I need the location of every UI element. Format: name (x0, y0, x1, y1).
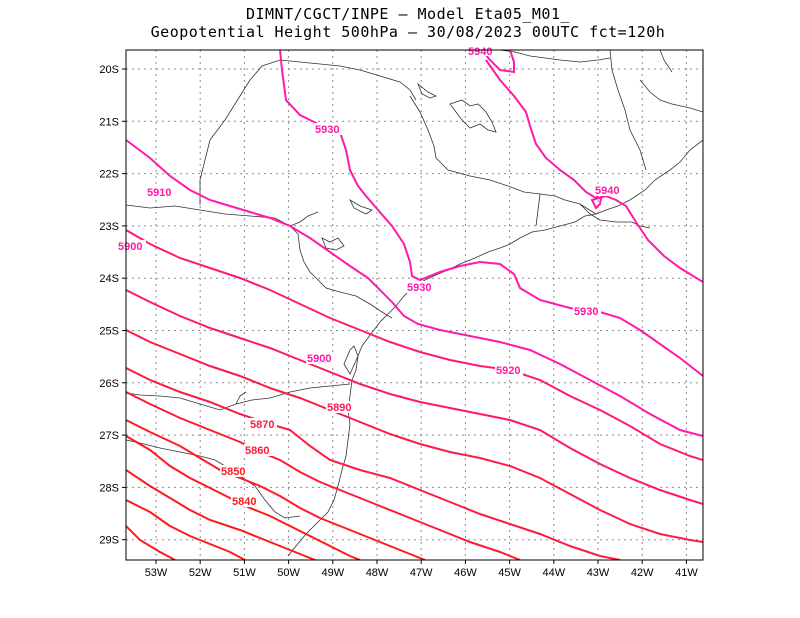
latitude-label: 25S (99, 326, 119, 338)
longitude-label: 45W (498, 567, 521, 579)
contour-label-5940-top: 5940 (468, 46, 492, 58)
longitude-labels: 53W 52W 51W 50W 49W 48W 47W 46W 45W 44W 43W 42W 41W (145, 567, 699, 579)
longitude-label: 41W (675, 567, 698, 579)
state-border-1 (126, 204, 393, 319)
latitude-label: 22S (99, 169, 119, 181)
state-border-10 (535, 193, 541, 227)
contour-5870 (126, 367, 621, 560)
latitude-label: 23S (99, 221, 119, 233)
contour-label-5930-b: 5930 (407, 282, 431, 294)
longitude-label: 42W (631, 567, 654, 579)
height-contours (126, 50, 703, 560)
contour-label-5860: 5860 (245, 445, 269, 457)
longitude-label: 44W (542, 567, 565, 579)
contour-5820 (126, 499, 246, 560)
reservoir (449, 99, 497, 133)
contour-label-5890: 5890 (327, 402, 351, 414)
map-title-line2: Geopotential Height 500hPa – 30/08/2023 … (150, 23, 666, 41)
longitude-label: 53W (145, 567, 168, 579)
state-border-12 (579, 203, 651, 229)
state-border-15 (639, 79, 703, 113)
state-border-6 (209, 59, 417, 141)
contour-label-5930-a: 5930 (315, 124, 339, 136)
contour-5910 (126, 139, 703, 437)
contour-5860 (126, 391, 521, 560)
contour-5880 (126, 329, 703, 543)
contour-5930-a (279, 50, 703, 377)
longitude-label: 49W (321, 567, 344, 579)
contour-label-5920: 5920 (496, 365, 520, 377)
contour-labels: 5940 5930 5940 5910 5900 5930 5930 5900 … (118, 44, 622, 508)
state-border-13 (499, 50, 611, 63)
longitude-label: 48W (366, 567, 389, 579)
latitude-label: 27S (99, 430, 119, 442)
contour-5890 (126, 289, 703, 505)
longitude-label: 46W (454, 567, 477, 579)
latitude-label: 24S (99, 273, 119, 285)
state-border-7 (199, 139, 211, 205)
contour-label-5850: 5850 (221, 466, 245, 478)
state-border-2 (289, 211, 319, 227)
lagoon (343, 345, 359, 375)
contour-5940-right (485, 59, 703, 283)
longitude-label: 50W (277, 567, 300, 579)
longitude-label: 43W (587, 567, 610, 579)
contour-5810 (126, 525, 176, 560)
state-border-5 (235, 391, 247, 405)
longitude-label: 51W (233, 567, 256, 579)
contour-label-5900-mid: 5900 (307, 353, 331, 365)
longitude-label: 52W (189, 567, 212, 579)
map-frame (125, 49, 704, 561)
contour-label-5900-left: 5900 (118, 241, 142, 253)
longitude-label: 47W (410, 567, 433, 579)
map-title-line1: DIMNT/CGCT/INPE – Model Eta05_M01_ (245, 5, 571, 23)
state-border-14 (659, 50, 673, 73)
state-border-9 (435, 157, 597, 215)
latitude-label: 29S (99, 535, 119, 547)
state-border-8 (409, 95, 437, 159)
latitude-labels: 20S 21S 22S 23S 24S 25S 26S 27S 28S 29S (99, 64, 119, 547)
latitude-label: 20S (99, 64, 119, 76)
contour-label-5840: 5840 (232, 496, 256, 508)
reservoir-3 (349, 198, 373, 215)
contour-label-5870: 5870 (250, 419, 274, 431)
latitude-label: 21S (99, 116, 119, 128)
contour-5830 (126, 469, 316, 560)
reservoir-4 (417, 82, 438, 99)
coastline-borders (126, 50, 703, 557)
lat-lon-grid (126, 50, 703, 560)
latitude-label: 26S (99, 378, 119, 390)
contour-label-5940-right: 5940 (595, 185, 619, 197)
latitude-label: 28S (99, 482, 119, 494)
contour-5900-left (126, 229, 703, 461)
state-border-3 (126, 383, 351, 411)
contour-label-5930-c: 5930 (574, 306, 598, 318)
contour-5840 (126, 435, 361, 560)
axis-ticks (122, 68, 687, 564)
contour-5940-top (481, 50, 515, 74)
state-border-11 (609, 50, 647, 171)
contour-5850 (126, 419, 426, 560)
contour-label-5910: 5910 (147, 187, 171, 199)
